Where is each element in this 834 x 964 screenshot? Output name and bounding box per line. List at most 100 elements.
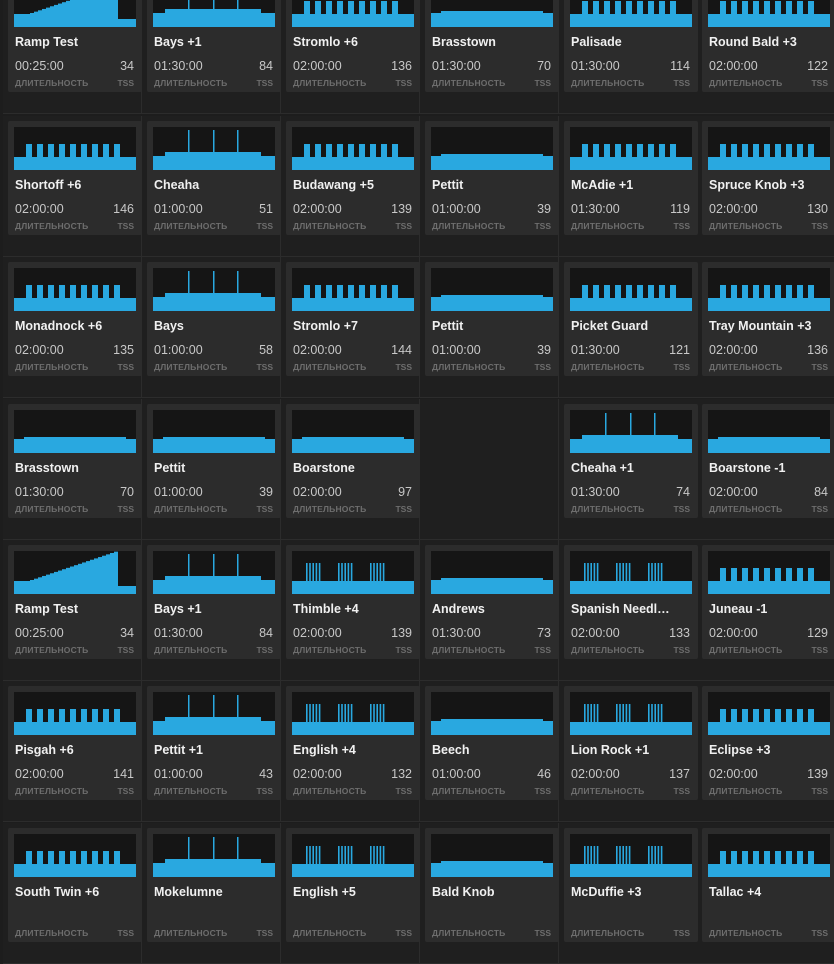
workout-interval-bar xyxy=(659,285,665,299)
workout-interval-bar xyxy=(379,563,382,583)
workout-card[interactable]: Pettit 01:00:00 39 ДЛИТЕЛЬНОСТЬ TSS xyxy=(147,404,281,518)
duration-label: ДЛИТЕЛЬНОСТЬ xyxy=(709,928,783,938)
workout-interval-bar xyxy=(708,298,830,311)
workout-profile-chart xyxy=(431,127,553,170)
workout-interval-bar xyxy=(431,13,441,27)
workout-card[interactable]: Bays +1 01:30:00 84 ДЛИТЕЛЬНОСТЬ TSS xyxy=(147,545,281,659)
workout-card[interactable]: Boarstone -1 02:00:00 84 ДЛИТЕЛЬНОСТЬ TSS xyxy=(702,404,834,518)
workout-card[interactable]: Lion Rock +1 02:00:00 137 ДЛИТЕЛЬНОСТЬ TSS xyxy=(564,686,698,800)
workout-card[interactable]: Eclipse +3 02:00:00 139 ДЛИТЕЛЬНОСТЬ TSS xyxy=(702,686,834,800)
workout-card[interactable]: Juneau -1 02:00:00 129 ДЛИТЕЛЬНОСТЬ TSS xyxy=(702,545,834,659)
workout-interval-bar xyxy=(570,439,582,453)
workout-card[interactable]: Beech 01:00:00 46 ДЛИТЕЛЬНОСТЬ TSS xyxy=(425,686,559,800)
workout-card[interactable]: Tray Mountain +3 02:00:00 136 ДЛИТЕЛЬНОСТЬ T… xyxy=(702,262,834,376)
workout-profile-chart xyxy=(14,692,136,735)
calendar-day-cell[interactable] xyxy=(420,399,559,540)
workout-interval-bar xyxy=(50,6,54,27)
workout-card[interactable]: Brasstown 01:30:00 70 ДЛИТЕЛЬНОСТЬ TSS xyxy=(8,404,142,518)
workout-card[interactable]: Ramp Test 00:25:00 34 ДЛИТЕЛЬНОСТЬ TSS xyxy=(8,545,142,659)
workout-interval-bar xyxy=(731,568,737,582)
workout-card[interactable]: Brasstown 01:30:00 70 ДЛИТЕЛЬНОСТЬ TSS xyxy=(425,0,559,92)
workout-interval-bar xyxy=(616,563,618,583)
workout-interval-bar xyxy=(46,7,50,27)
workout-card[interactable]: Pettit 01:00:00 39 ДЛИТЕЛЬНОСТЬ TSS xyxy=(425,262,559,376)
workout-card[interactable]: English +4 02:00:00 132 ДЛИТЕЛЬНОСТЬ TSS xyxy=(286,686,420,800)
workout-tss: 137 xyxy=(669,767,690,781)
workout-tss: 34 xyxy=(120,59,134,73)
workout-profile-svg xyxy=(292,285,414,311)
duration-label: ДЛИТЕЛЬНОСТЬ xyxy=(293,362,367,372)
workout-interval-bar xyxy=(543,13,553,27)
workout-card[interactable]: Stromlo +6 02:00:00 136 ДЛИТЕЛЬНОСТЬ TSS xyxy=(286,0,420,92)
workout-interval-bar xyxy=(720,568,726,582)
workout-interval-bar xyxy=(570,864,692,877)
workout-card[interactable]: Budawang +5 02:00:00 139 ДЛИТЕЛЬНОСТЬ TSS xyxy=(286,121,420,235)
workout-interval-bar xyxy=(341,846,343,866)
workout-profile-svg xyxy=(14,0,136,27)
workout-interval-bar xyxy=(58,3,62,27)
workout-title: McAdie +1 xyxy=(571,178,634,192)
workout-card[interactable]: Monadnock +6 02:00:00 135 ДЛИТЕЛЬНОСТЬ TSS xyxy=(8,262,142,376)
workout-interval-bar xyxy=(720,1,726,15)
workout-card[interactable]: Cheaha +1 01:30:00 74 ДЛИТЕЛЬНОСТЬ TSS xyxy=(564,404,698,518)
workout-card[interactable]: Stromlo +7 02:00:00 144 ДЛИТЕЛЬНОСТЬ TSS xyxy=(286,262,420,376)
workout-card[interactable]: Round Bald +3 02:00:00 122 ДЛИТЕЛЬНОСТЬ TSS xyxy=(702,0,834,92)
workout-card[interactable]: McDuffie +3 ДЛИТЕЛЬНОСТЬ TSS xyxy=(564,828,698,942)
duration-label: ДЛИТЕЛЬНОСТЬ xyxy=(432,221,506,231)
workout-card[interactable]: Shortoff +6 02:00:00 146 ДЛИТЕЛЬНОСТЬ TSS xyxy=(8,121,142,235)
workout-profile-chart xyxy=(292,268,414,311)
duration-label: ДЛИТЕЛЬНОСТЬ xyxy=(154,928,228,938)
workout-card[interactable]: English +5 ДЛИТЕЛЬНОСТЬ TSS xyxy=(286,828,420,942)
duration-label: ДЛИТЕЛЬНОСТЬ xyxy=(432,645,506,655)
tss-label: TSS xyxy=(673,78,690,88)
workout-card[interactable]: Spruce Knob +3 02:00:00 130 ДЛИТЕЛЬНОСТЬ TSS xyxy=(702,121,834,235)
workout-interval-bar xyxy=(654,704,656,724)
workout-card[interactable]: Ramp Test 00:25:00 34 ДЛИТЕЛЬНОСТЬ TSS xyxy=(8,0,142,92)
workout-interval-bar xyxy=(348,144,354,158)
workout-card[interactable]: Thimble +4 02:00:00 139 ДЛИТЕЛЬНОСТЬ TSS xyxy=(286,545,420,659)
workout-card[interactable]: Andrews 01:30:00 73 ДЛИТЕЛЬНОСТЬ TSS xyxy=(425,545,559,659)
workout-card[interactable]: McAdie +1 01:30:00 119 ДЛИТЕЛЬНОСТЬ TSS xyxy=(564,121,698,235)
workout-card[interactable]: Tallac +4 ДЛИТЕЛЬНОСТЬ TSS xyxy=(702,828,834,942)
workout-interval-bar xyxy=(582,1,588,15)
workout-profile-chart xyxy=(570,268,692,311)
workout-card[interactable]: Spanish Needl… 02:00:00 133 ДЛИТЕЛЬНОСТЬ TSS xyxy=(564,545,698,659)
duration-label: ДЛИТЕЛЬНОСТЬ xyxy=(293,928,367,938)
workout-interval-bar xyxy=(370,285,376,299)
workout-card[interactable]: Palisade 01:30:00 114 ДЛИТЕЛЬНОСТЬ TSS xyxy=(564,0,698,92)
workout-tss: 135 xyxy=(113,343,134,357)
workout-interval-bar xyxy=(90,0,94,27)
workout-interval-bar xyxy=(46,574,50,594)
workout-card[interactable]: Pettit +1 01:00:00 43 ДЛИТЕЛЬНОСТЬ TSS xyxy=(147,686,281,800)
workout-interval-bar xyxy=(312,846,314,866)
tss-label: TSS xyxy=(395,928,412,938)
workout-interval-bar xyxy=(637,144,643,158)
workout-card[interactable]: Boarstone 02:00:00 97 ДЛИТЕЛЬНОСТЬ TSS xyxy=(286,404,420,518)
workout-interval-bar xyxy=(622,563,624,583)
workout-card[interactable]: Cheaha 01:00:00 51 ДЛИТЕЛЬНОСТЬ TSS xyxy=(147,121,281,235)
workout-card[interactable]: Bays +1 01:30:00 84 ДЛИТЕЛЬНОСТЬ TSS xyxy=(147,0,281,92)
workout-interval-bar xyxy=(309,704,311,724)
workout-interval-bar xyxy=(708,157,830,170)
workout-profile-svg xyxy=(708,709,830,735)
workout-card[interactable]: Pettit 01:00:00 39 ДЛИТЕЛЬНОСТЬ TSS xyxy=(425,121,559,235)
workout-interval-bar xyxy=(34,11,38,27)
workout-interval-bar xyxy=(593,1,599,15)
workout-card[interactable]: Picket Guard 01:30:00 121 ДЛИТЕЛЬНОСТЬ TSS xyxy=(564,262,698,376)
workout-card[interactable]: Bald Knob ДЛИТЕЛЬНОСТЬ TSS xyxy=(425,828,559,942)
duration-label: ДЛИТЕЛЬНОСТЬ xyxy=(15,786,89,796)
workout-title: Shortoff +6 xyxy=(15,178,82,192)
workout-interval-bar xyxy=(441,578,543,594)
workout-card[interactable]: Bays 01:00:00 58 ДЛИТЕЛЬНОСТЬ TSS xyxy=(147,262,281,376)
workout-interval-bar xyxy=(775,1,781,15)
workout-interval-bar xyxy=(37,851,43,865)
workout-card[interactable]: South Twin +6 ДЛИТЕЛЬНОСТЬ TSS xyxy=(8,828,142,942)
workout-card[interactable]: Mokelumne ДЛИТЕЛЬНОСТЬ TSS xyxy=(147,828,281,942)
workout-interval-bar xyxy=(543,721,553,735)
workout-interval-bar xyxy=(786,851,792,865)
workout-interval-bar xyxy=(48,144,54,158)
workout-card[interactable]: Pisgah +6 02:00:00 141 ДЛИТЕЛЬНОСТЬ TSS xyxy=(8,686,142,800)
workout-interval-bar xyxy=(153,439,163,453)
workout-interval-bar xyxy=(651,563,653,583)
workout-interval-bar xyxy=(753,144,759,158)
